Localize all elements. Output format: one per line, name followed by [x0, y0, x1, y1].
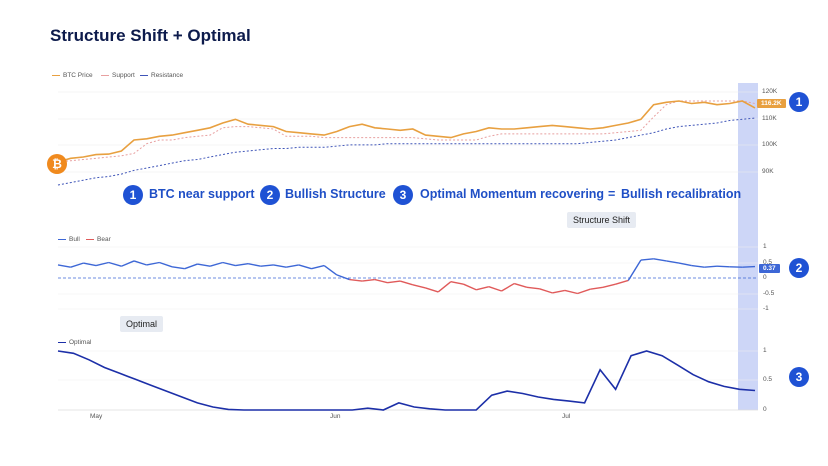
structure-bull-segment: [57, 264, 71, 268]
structure-bull-segment: [691, 264, 705, 268]
structure-bear-segment: [450, 281, 464, 285]
optimal-tag: Optimal: [120, 316, 164, 332]
badge-2: 2: [260, 185, 280, 205]
structure-bear-segment: [349, 278, 363, 282]
structure-bull-segment: [704, 265, 718, 268]
current-price-label: 116.2K: [757, 99, 786, 108]
tick-label: 0.5: [763, 376, 773, 383]
structure-shift-tag: Structure Shift: [567, 212, 637, 228]
tick-label: 110K: [762, 115, 777, 122]
structure-bull-segment: [260, 264, 274, 267]
structure-bull-segment: [666, 260, 680, 264]
side-badge-2: 2: [789, 258, 809, 278]
structure-bull-segment: [627, 259, 642, 281]
structure-bear-segment: [374, 278, 388, 284]
tick-label: 100K: [762, 141, 778, 148]
tick-label: 0: [763, 274, 767, 281]
structure-bull-segment: [121, 260, 135, 267]
structure-bull-segment: [640, 258, 654, 261]
structure-bull-segment: [742, 265, 756, 268]
annotation-equals: =: [608, 187, 616, 201]
structure-bull-segment: [108, 261, 122, 267]
tick-label: 1: [763, 347, 767, 354]
structure-bear-segment: [463, 283, 477, 291]
structure-bear-segment: [539, 288, 553, 294]
structure-bear-segment: [577, 288, 591, 295]
page-title: Structure Shift + Optimal: [50, 26, 251, 45]
x-tick-may: May: [90, 413, 103, 420]
bitcoin-icon: ₿: [47, 154, 67, 174]
structure-bear-segment: [399, 280, 414, 286]
side-badge-1: 1: [789, 92, 809, 112]
series-resistance-line: [57, 117, 756, 186]
structure-bear-segment: [615, 279, 629, 285]
annotation-optimal-momentum: Optimal Momentum recovering: [420, 187, 605, 201]
legend-resistance[interactable]: Resistance: [140, 72, 183, 79]
structure-bear-segment: [501, 282, 515, 292]
legend-optimal[interactable]: Optimal: [58, 339, 91, 346]
structure-bear-segment: [552, 289, 566, 294]
annotation-bullish-recalibration: Bullish recalibration: [621, 187, 742, 201]
tick-label: -1: [763, 305, 769, 312]
structure-bull-segment: [159, 261, 173, 268]
tick-label: 0.5: [763, 259, 773, 266]
structure-bull-segment: [285, 264, 299, 268]
structure-bull-segment: [323, 265, 338, 276]
structure-bull-segment: [83, 262, 97, 267]
annotation-btc-near-support: BTC near support: [149, 187, 255, 201]
structure-bear-segment: [488, 286, 502, 292]
structure-bull-segment: [209, 261, 223, 267]
structure-bear-segment: [602, 283, 616, 288]
current-structure-label: 0.37: [759, 264, 780, 273]
structure-bull-segment: [247, 263, 261, 267]
structure-bear-segment: [437, 281, 452, 293]
tick-label: 90K: [762, 168, 774, 175]
tick-label: 0: [763, 406, 767, 413]
structure-bull-segment: [273, 264, 287, 268]
structure-bull-segment: [70, 262, 84, 268]
highlight-band: [738, 83, 758, 410]
legend-support[interactable]: Support: [101, 72, 135, 79]
legend-bear[interactable]: Bear: [86, 236, 111, 243]
structure-bull-segment: [133, 260, 147, 266]
series-optimal-line: [57, 350, 756, 411]
structure-bull-segment: [678, 262, 692, 267]
structure-bull-segment: [235, 263, 249, 267]
structure-bull-segment: [298, 264, 312, 270]
tick-label: 120K: [762, 88, 778, 95]
series-btc-price-line: [57, 100, 756, 163]
structure-bull-segment: [184, 263, 198, 270]
side-badge-3: 3: [789, 367, 809, 387]
structure-bear-segment: [387, 280, 401, 284]
x-tick-jun: Jun: [330, 413, 341, 420]
badge-1: 1: [123, 185, 143, 205]
structure-bull-segment: [222, 261, 236, 267]
tick-label: -0.5: [763, 290, 775, 297]
structure-bull-segment: [716, 265, 730, 268]
structure-bull-segment: [311, 264, 325, 270]
structure-bull-segment: [197, 263, 211, 267]
structure-bull-segment: [653, 258, 667, 262]
structure-bear-segment: [412, 284, 426, 289]
annotation-bullish-structure: Bullish Structure: [285, 187, 386, 201]
structure-bear-segment: [590, 286, 604, 290]
structure-bull-segment: [146, 261, 160, 266]
structure-bull-segment: [171, 266, 185, 270]
structure-bear-segment: [476, 286, 490, 291]
structure-bull-segment: [95, 261, 109, 267]
structure-bull-segment: [336, 274, 350, 281]
x-tick-jul: Jul: [562, 413, 571, 420]
legend-btc-price[interactable]: BTC Price: [52, 72, 93, 79]
structure-bear-segment: [514, 282, 528, 288]
series-support-line: [57, 100, 756, 163]
structure-bear-segment: [425, 287, 439, 293]
tick-label: 1: [763, 243, 767, 250]
legend-bull[interactable]: Bull: [58, 236, 80, 243]
structure-bear-segment: [362, 278, 375, 282]
structure-bear-segment: [564, 289, 578, 295]
badge-3: 3: [393, 185, 413, 205]
structure-bear-segment: [526, 286, 540, 290]
